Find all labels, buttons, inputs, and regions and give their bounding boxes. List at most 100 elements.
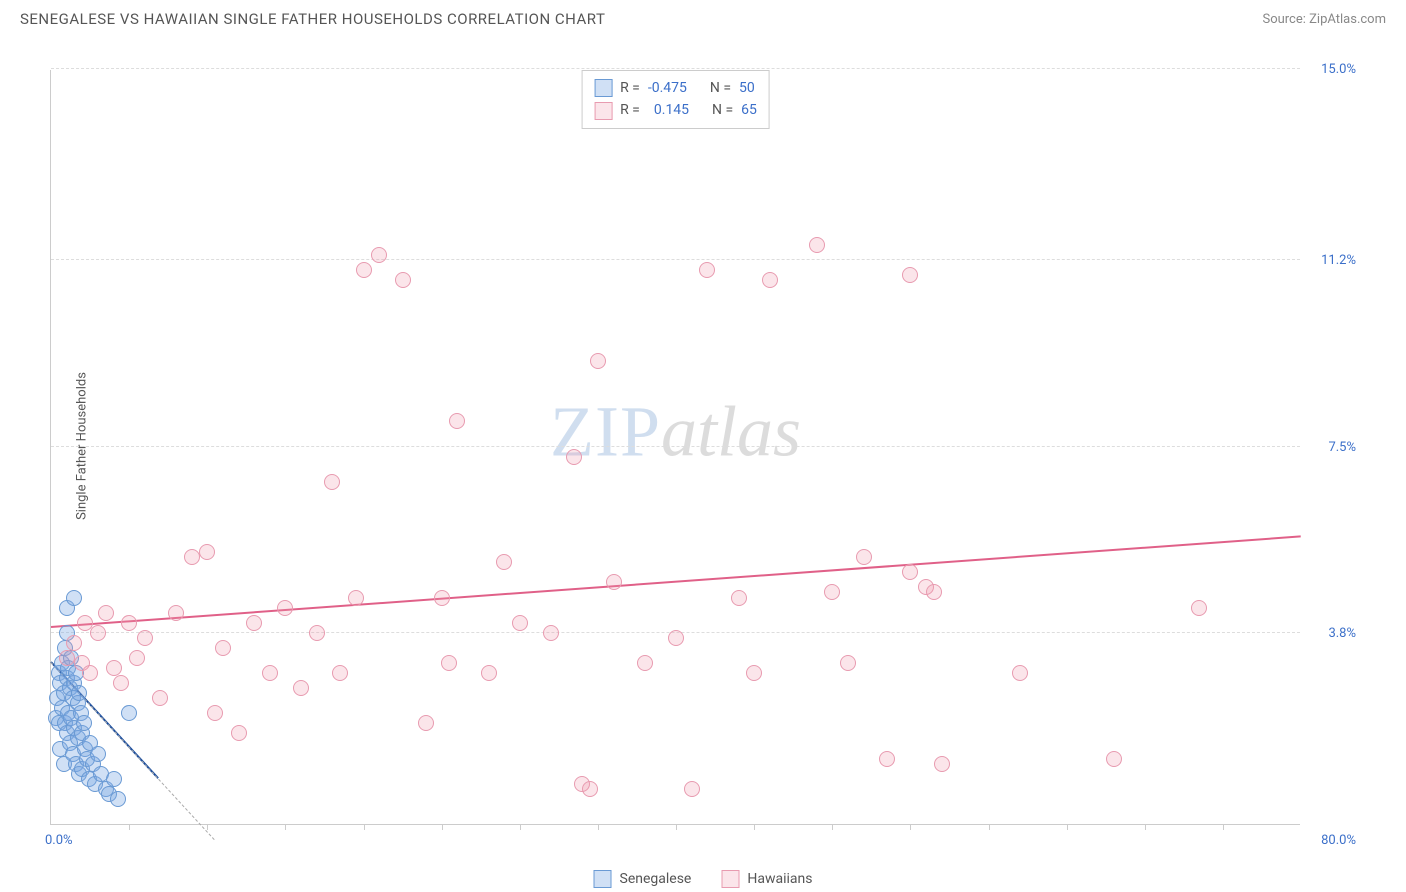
y-tick-label: 15.0% <box>1321 62 1356 77</box>
swatch-pink <box>721 870 739 888</box>
data-point-pink <box>59 650 75 666</box>
stats-row-senegalese: R = -0.475 N = 50 <box>594 77 757 99</box>
data-point-pink <box>348 590 364 606</box>
data-point-blue <box>121 705 137 721</box>
data-point-pink <box>926 584 942 600</box>
y-tick-label: 11.2% <box>1321 253 1356 268</box>
data-point-pink <box>184 549 200 565</box>
x-tick-mark <box>520 824 521 830</box>
x-tick-mark <box>989 824 990 830</box>
x-tick-mark <box>832 824 833 830</box>
data-point-pink <box>207 705 223 721</box>
x-tick-mark <box>1145 824 1146 830</box>
stats-row-hawaiians: R = 0.145 N = 65 <box>594 99 757 121</box>
gridline <box>51 259 1300 260</box>
correlation-stats-box: R = -0.475 N = 50 R = 0.145 N = 65 <box>581 70 770 129</box>
x-tick-mark <box>442 824 443 830</box>
x-tick-mark <box>129 824 130 830</box>
data-point-blue <box>106 771 122 787</box>
swatch-blue <box>594 870 612 888</box>
x-tick-label: 0.0% <box>45 833 73 848</box>
data-point-pink <box>152 690 168 706</box>
data-point-pink <box>902 267 918 283</box>
data-point-pink <box>824 584 840 600</box>
data-point-pink <box>637 655 653 671</box>
data-point-pink <box>199 544 215 560</box>
legend-item-senegalese: Senegalese <box>594 870 692 888</box>
data-point-blue <box>110 791 126 807</box>
data-point-pink <box>566 449 582 465</box>
data-point-pink <box>809 237 825 253</box>
data-point-pink <box>441 655 457 671</box>
data-point-blue <box>71 685 87 701</box>
data-point-pink <box>582 781 598 797</box>
data-point-pink <box>934 756 950 772</box>
x-tick-mark <box>364 824 365 830</box>
data-point-pink <box>246 615 262 631</box>
data-point-pink <box>684 781 700 797</box>
data-point-pink <box>699 262 715 278</box>
data-point-pink <box>113 675 129 691</box>
data-point-pink <box>129 650 145 666</box>
data-point-pink <box>121 615 137 631</box>
data-point-pink <box>262 665 278 681</box>
data-point-pink <box>543 625 559 641</box>
data-point-pink <box>332 665 348 681</box>
data-point-pink <box>82 665 98 681</box>
legend-item-hawaiians: Hawaiians <box>721 870 812 888</box>
x-tick-mark <box>285 824 286 830</box>
trendline-pink <box>51 535 1301 628</box>
data-point-pink <box>606 574 622 590</box>
data-point-pink <box>668 630 684 646</box>
data-point-pink <box>356 262 372 278</box>
data-point-pink <box>746 665 762 681</box>
x-tick-mark <box>1067 824 1068 830</box>
data-point-pink <box>98 605 114 621</box>
x-tick-mark <box>754 824 755 830</box>
data-point-pink <box>231 725 247 741</box>
x-tick-label: 80.0% <box>1321 833 1356 848</box>
data-point-pink <box>840 655 856 671</box>
data-point-pink <box>293 680 309 696</box>
data-point-pink <box>277 600 293 616</box>
chart-title: SENEGALESE VS HAWAIIAN SINGLE FATHER HOU… <box>20 10 605 28</box>
data-point-pink <box>66 635 82 651</box>
y-tick-label: 3.8% <box>1328 626 1356 641</box>
data-point-pink <box>90 625 106 641</box>
x-tick-mark <box>1223 824 1224 830</box>
data-point-pink <box>309 625 325 641</box>
data-point-pink <box>1012 665 1028 681</box>
data-point-pink <box>1191 600 1207 616</box>
swatch-pink <box>594 102 612 120</box>
data-point-pink <box>731 590 747 606</box>
x-tick-mark <box>207 824 208 830</box>
source-attribution: Source: ZipAtlas.com <box>1262 12 1386 27</box>
data-point-pink <box>856 549 872 565</box>
data-point-pink <box>481 665 497 681</box>
x-tick-mark <box>598 824 599 830</box>
swatch-blue <box>594 79 612 97</box>
watermark: ZIPatlas <box>550 390 801 473</box>
data-point-pink <box>106 660 122 676</box>
x-tick-mark <box>910 824 911 830</box>
x-axis-legend: Senegalese Hawaiians <box>594 870 813 888</box>
data-point-pink <box>168 605 184 621</box>
data-point-pink <box>590 353 606 369</box>
data-point-pink <box>902 564 918 580</box>
gridline <box>51 68 1300 69</box>
scatter-plot-area: ZIPatlas R = -0.475 N = 50 R = 0.145 N =… <box>50 70 1300 825</box>
data-point-pink <box>137 630 153 646</box>
data-point-pink <box>395 272 411 288</box>
data-point-pink <box>1106 751 1122 767</box>
data-point-pink <box>496 554 512 570</box>
data-point-blue <box>76 715 92 731</box>
y-tick-label: 7.5% <box>1328 440 1356 455</box>
data-point-pink <box>512 615 528 631</box>
data-point-pink <box>215 640 231 656</box>
data-point-pink <box>449 413 465 429</box>
gridline <box>51 446 1300 447</box>
data-point-pink <box>371 247 387 263</box>
x-tick-mark <box>676 824 677 830</box>
data-point-blue <box>90 746 106 762</box>
data-point-blue <box>66 590 82 606</box>
